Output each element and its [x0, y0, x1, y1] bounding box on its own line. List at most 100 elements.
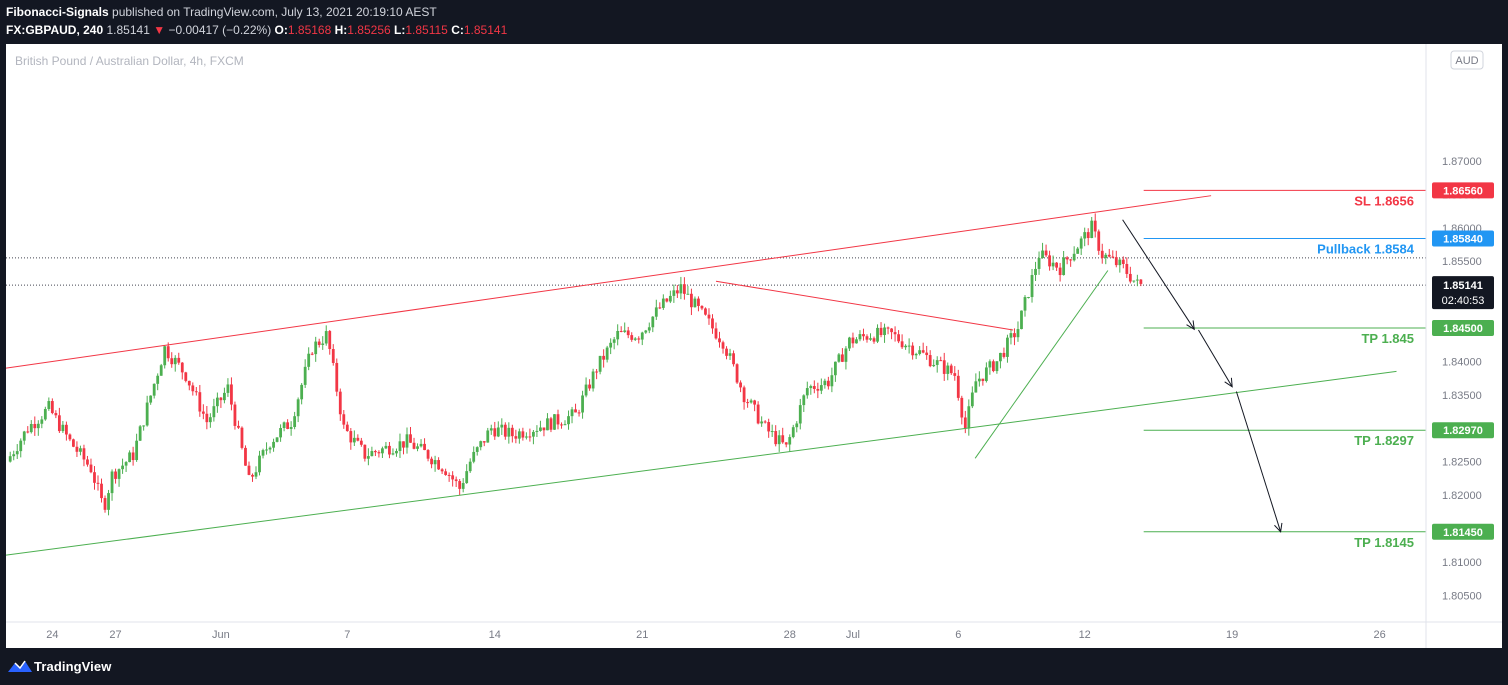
candle-body — [244, 447, 247, 466]
candle-body — [152, 383, 156, 396]
candle-body — [553, 414, 556, 430]
candle-body — [82, 448, 86, 460]
price-tag-label: 1.85840 — [1443, 233, 1483, 245]
candle-body — [384, 445, 388, 449]
candle-body — [12, 454, 16, 457]
price-chart[interactable]: British Pound / Australian Dollar, 4h, F… — [5, 44, 1502, 648]
candle-body — [310, 353, 314, 355]
candle-body — [524, 436, 528, 438]
candle-body — [872, 338, 876, 342]
candle-body — [465, 471, 469, 484]
candle-body — [345, 424, 349, 432]
candle-body — [1023, 297, 1027, 311]
candle-body — [1069, 259, 1073, 261]
candle-body — [735, 364, 739, 383]
level-label-tp1: TP 1.845 — [1361, 331, 1414, 346]
price-tick-label: 1.85500 — [1442, 256, 1482, 268]
low-value: 1.85115 — [405, 23, 448, 37]
candle-body — [1076, 248, 1080, 254]
candle-body — [539, 427, 542, 431]
last-price: 1.85141 — [106, 23, 150, 37]
candle-body — [1016, 329, 1020, 338]
candle-body — [237, 425, 240, 428]
candle-body — [170, 358, 174, 365]
symbol-name[interactable]: FX:GBPAUD, 240 — [6, 23, 104, 37]
candle-body — [833, 361, 837, 376]
candle-body — [79, 448, 82, 452]
chart-header: Fibonacci-Signals published on TradingVi… — [0, 0, 1508, 44]
time-tick-label: 24 — [46, 629, 58, 641]
candle-body — [939, 360, 943, 362]
candle-body — [489, 428, 493, 431]
candle-body — [855, 339, 858, 344]
candle-body — [819, 385, 823, 391]
candle-body — [426, 450, 430, 459]
candle-body — [700, 305, 704, 309]
price-change: −0.00417 (−0.22%) — [168, 23, 272, 37]
candle-body — [187, 380, 191, 386]
candle-body — [949, 365, 953, 374]
candle-body — [300, 384, 304, 400]
chart-area[interactable]: British Pound / Australian Dollar, 4h, F… — [5, 44, 1502, 648]
candle-body — [1090, 220, 1094, 239]
candle-body — [166, 346, 170, 359]
candle-body — [609, 342, 613, 348]
tradingview-brand[interactable]: TradingView — [34, 659, 112, 674]
projection-arrows — [1122, 219, 1283, 533]
candle-body — [381, 448, 384, 454]
candle-body — [514, 436, 518, 439]
time-tick-label: 21 — [636, 629, 648, 641]
candle-body — [1072, 253, 1076, 261]
candle-body — [1065, 257, 1069, 260]
candle-body — [1044, 250, 1048, 256]
author-name[interactable]: Fibonacci-Signals — [6, 5, 109, 19]
close-value: 1.85141 — [463, 23, 508, 37]
dotted-lines — [6, 257, 1426, 286]
candle-body — [451, 475, 455, 480]
candle-body — [328, 331, 332, 350]
candle-body — [781, 435, 785, 443]
candle-body — [265, 449, 268, 451]
candle-body — [598, 355, 602, 372]
candle-body — [777, 435, 781, 445]
candle-body — [107, 493, 110, 510]
candle-body — [682, 284, 686, 294]
candle-body — [809, 386, 813, 389]
candle-body — [177, 357, 181, 363]
candle-body — [388, 445, 391, 455]
current-price-tag — [1432, 276, 1494, 310]
price-tag-box — [1432, 319, 1494, 336]
candle-body — [626, 330, 630, 336]
candle-body — [444, 471, 448, 475]
symbol-line: FX:GBPAUD, 240 1.85141 ▼ −0.00417 (−0.22… — [6, 23, 507, 37]
down-triangle-icon: ▼ — [153, 23, 166, 37]
candle-body — [665, 298, 669, 302]
candle-body — [897, 334, 900, 342]
candle-body — [900, 341, 904, 348]
candle-body — [644, 330, 648, 333]
candle-body — [1104, 254, 1108, 258]
candle-body — [805, 388, 809, 396]
candle-body — [159, 365, 163, 376]
candle-body — [64, 424, 68, 435]
candle-body — [977, 378, 981, 382]
candle-body — [732, 353, 735, 365]
currency-badge[interactable]: AUD — [1450, 50, 1484, 70]
candle-body — [461, 483, 465, 489]
candle-body — [405, 434, 409, 448]
candle-body — [356, 437, 360, 441]
candle-body — [33, 423, 37, 429]
candle-body — [907, 345, 911, 347]
candle-body — [335, 362, 339, 392]
candle-body — [795, 423, 799, 428]
candle-body — [1118, 259, 1122, 266]
candle-body — [844, 348, 848, 362]
candle-body — [423, 443, 426, 451]
candle-body — [841, 354, 844, 362]
candle-body — [289, 427, 293, 429]
price-tag-box — [1432, 230, 1494, 247]
tradingview-logo-icon[interactable] — [7, 658, 33, 674]
candle-body — [433, 460, 437, 465]
candle-body — [823, 380, 827, 386]
candle-body — [581, 395, 584, 413]
